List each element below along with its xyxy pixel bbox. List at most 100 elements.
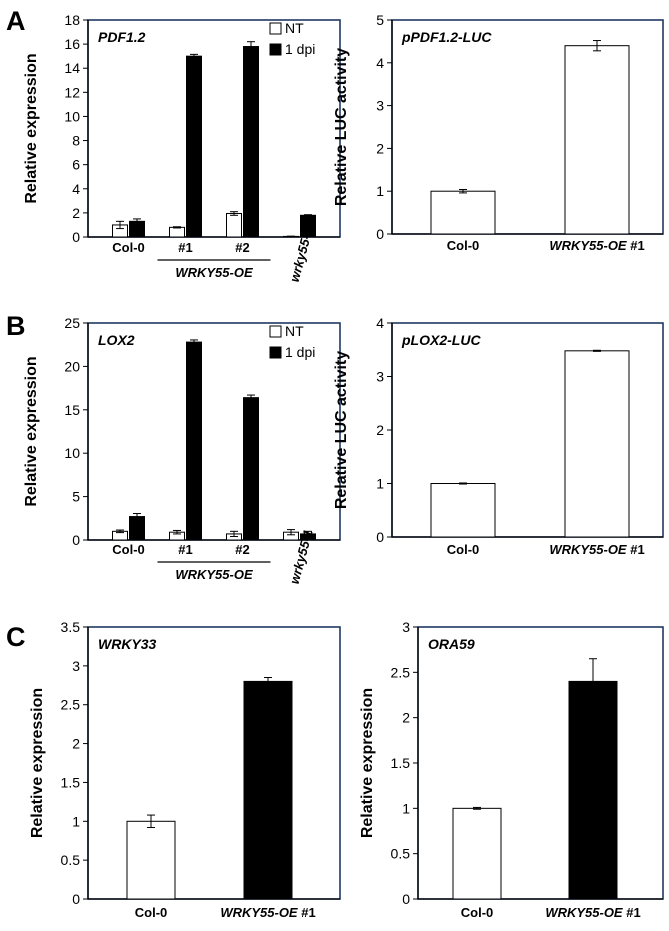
- bar-nt: [169, 226, 185, 238]
- y-tick-label: 3.5: [61, 619, 81, 635]
- category-label: Col-0: [461, 905, 494, 920]
- bar-nt: [226, 212, 242, 238]
- y-tick-label: 20: [64, 358, 80, 374]
- category-label: #1: [178, 542, 192, 557]
- bar: [430, 483, 496, 538]
- y-tick-label: 14: [64, 60, 80, 76]
- y-tick-label: 3: [376, 369, 384, 385]
- y-axis-label: Relative expression: [23, 356, 40, 506]
- legend-label: NT: [285, 323, 304, 339]
- plot-frame: [87, 626, 341, 900]
- y-tick-label: 25: [64, 315, 80, 331]
- y-axis-label: Relative LUC activity: [333, 351, 350, 509]
- category-label: WRKY55-OE #1: [220, 905, 315, 920]
- category-label: Col-0: [135, 905, 168, 920]
- category-label: #1: [178, 240, 192, 255]
- y-tick-label: 2: [376, 422, 384, 438]
- category-label: #2: [235, 240, 249, 255]
- y-tick-label: 5: [72, 489, 80, 505]
- y-axis-label: Relative expression: [29, 688, 46, 838]
- y-tick-label: 5: [376, 12, 384, 28]
- y-axis-label: Relative expression: [23, 53, 40, 203]
- bar: [564, 350, 630, 538]
- y-tick-label: 0: [72, 891, 80, 907]
- y-tick-label: 8: [72, 133, 80, 149]
- legend-label: 1 dpi: [285, 41, 315, 57]
- y-tick-label: 0: [72, 532, 80, 548]
- chart-a2: 0 1 2 3 4 5 Relative LUC activity pPDF1.2-LUC Co…: [333, 12, 664, 253]
- gene-label: LOX2: [98, 332, 135, 348]
- y-tick-label: 4: [376, 315, 384, 331]
- panel-letter-c: C: [6, 622, 26, 652]
- category-label: wrky55-1: [287, 226, 316, 284]
- group-label: WRKY55-OE: [175, 567, 253, 582]
- legend-label: 1 dpi: [285, 344, 315, 360]
- bar: [243, 680, 293, 900]
- y-tick-label: 2: [376, 140, 384, 156]
- y-tick-label: 2: [72, 736, 80, 752]
- legend-swatch: [269, 325, 282, 338]
- y-tick-label: 4: [72, 181, 80, 197]
- legend-swatch: [269, 346, 282, 359]
- gene-label: ORA59: [428, 636, 475, 652]
- chart-a1: 0 2 4 6 8 10 12 14 16 18 Relative expression PDF1.2…: [23, 12, 341, 284]
- panel-letter-a: A: [6, 6, 26, 36]
- y-tick-label: 0.5: [391, 846, 411, 862]
- bar: [126, 820, 176, 900]
- category-label: WRKY55-OE #1: [549, 238, 644, 253]
- bar: [452, 807, 502, 900]
- y-tick-label: 0: [376, 226, 384, 242]
- y-tick-label: 18: [64, 12, 80, 28]
- bar-dpi: [243, 397, 259, 541]
- category-label: Col-0: [112, 542, 145, 557]
- y-tick-label: 16: [64, 36, 80, 52]
- y-tick-label: 3: [402, 619, 410, 635]
- y-tick-label: 3: [72, 658, 80, 674]
- legend-label: NT: [285, 20, 304, 36]
- category-label: Col-0: [112, 240, 145, 255]
- category-label: #2: [235, 542, 249, 557]
- bar: [564, 45, 630, 235]
- y-tick-label: 2: [72, 205, 80, 221]
- chart-b2: 0 1 2 3 4 Relative LUC activity pLOX2-LUC Col-0…: [333, 315, 664, 557]
- category-label: WRKY55-OE #1: [545, 905, 640, 920]
- gene-label: PDF1.2: [98, 29, 146, 45]
- panel-letter-b: B: [6, 311, 26, 341]
- chart-c2: 0 0.5 1 1.5 2 2.5 3 Relative expression ORA59 Col…: [359, 619, 664, 920]
- bar: [430, 190, 496, 235]
- y-tick-label: 15: [64, 402, 80, 418]
- bar: [568, 680, 618, 900]
- y-tick-label: 1.5: [61, 774, 81, 790]
- gene-label: pLOX2-LUC: [401, 332, 481, 348]
- y-tick-label: 6: [72, 157, 80, 173]
- y-tick-label: 10: [64, 108, 80, 124]
- legend-swatch: [269, 22, 282, 35]
- y-tick-label: 4: [376, 55, 384, 71]
- y-tick-label: 1: [376, 183, 384, 199]
- category-label: Col-0: [447, 542, 480, 557]
- y-tick-label: 1: [72, 813, 80, 829]
- category-label: WRKY55-OE #1: [549, 542, 644, 557]
- bar-dpi: [186, 55, 202, 238]
- y-axis-label: Relative LUC activity: [333, 48, 350, 206]
- chart-c1: 0 0.5 1 1.5 2 2.5 3 3.5 Relative expression WRKY3…: [29, 619, 341, 920]
- y-tick-label: 3: [376, 98, 384, 114]
- bar-dpi: [243, 46, 259, 238]
- gene-label: pPDF1.2-LUC: [401, 29, 492, 45]
- chart-b1: 0 5 10 15 20 25 Relative expression LOX2 Col-0 #1…: [23, 315, 341, 586]
- y-tick-label: 1: [402, 800, 410, 816]
- y-tick-label: 0: [376, 529, 384, 545]
- gene-label: WRKY33: [98, 636, 157, 652]
- category-label: Col-0: [447, 238, 480, 253]
- legend-swatch: [269, 43, 282, 56]
- y-tick-label: 12: [64, 84, 80, 100]
- y-tick-label: 10: [64, 445, 80, 461]
- y-axis-label: Relative expression: [359, 688, 376, 838]
- y-tick-label: 0.5: [61, 852, 81, 868]
- y-tick-label: 1: [376, 476, 384, 492]
- y-tick-label: 0: [72, 229, 80, 245]
- y-tick-label: 2: [402, 710, 410, 726]
- y-tick-label: 0: [402, 891, 410, 907]
- bar-dpi: [186, 341, 202, 541]
